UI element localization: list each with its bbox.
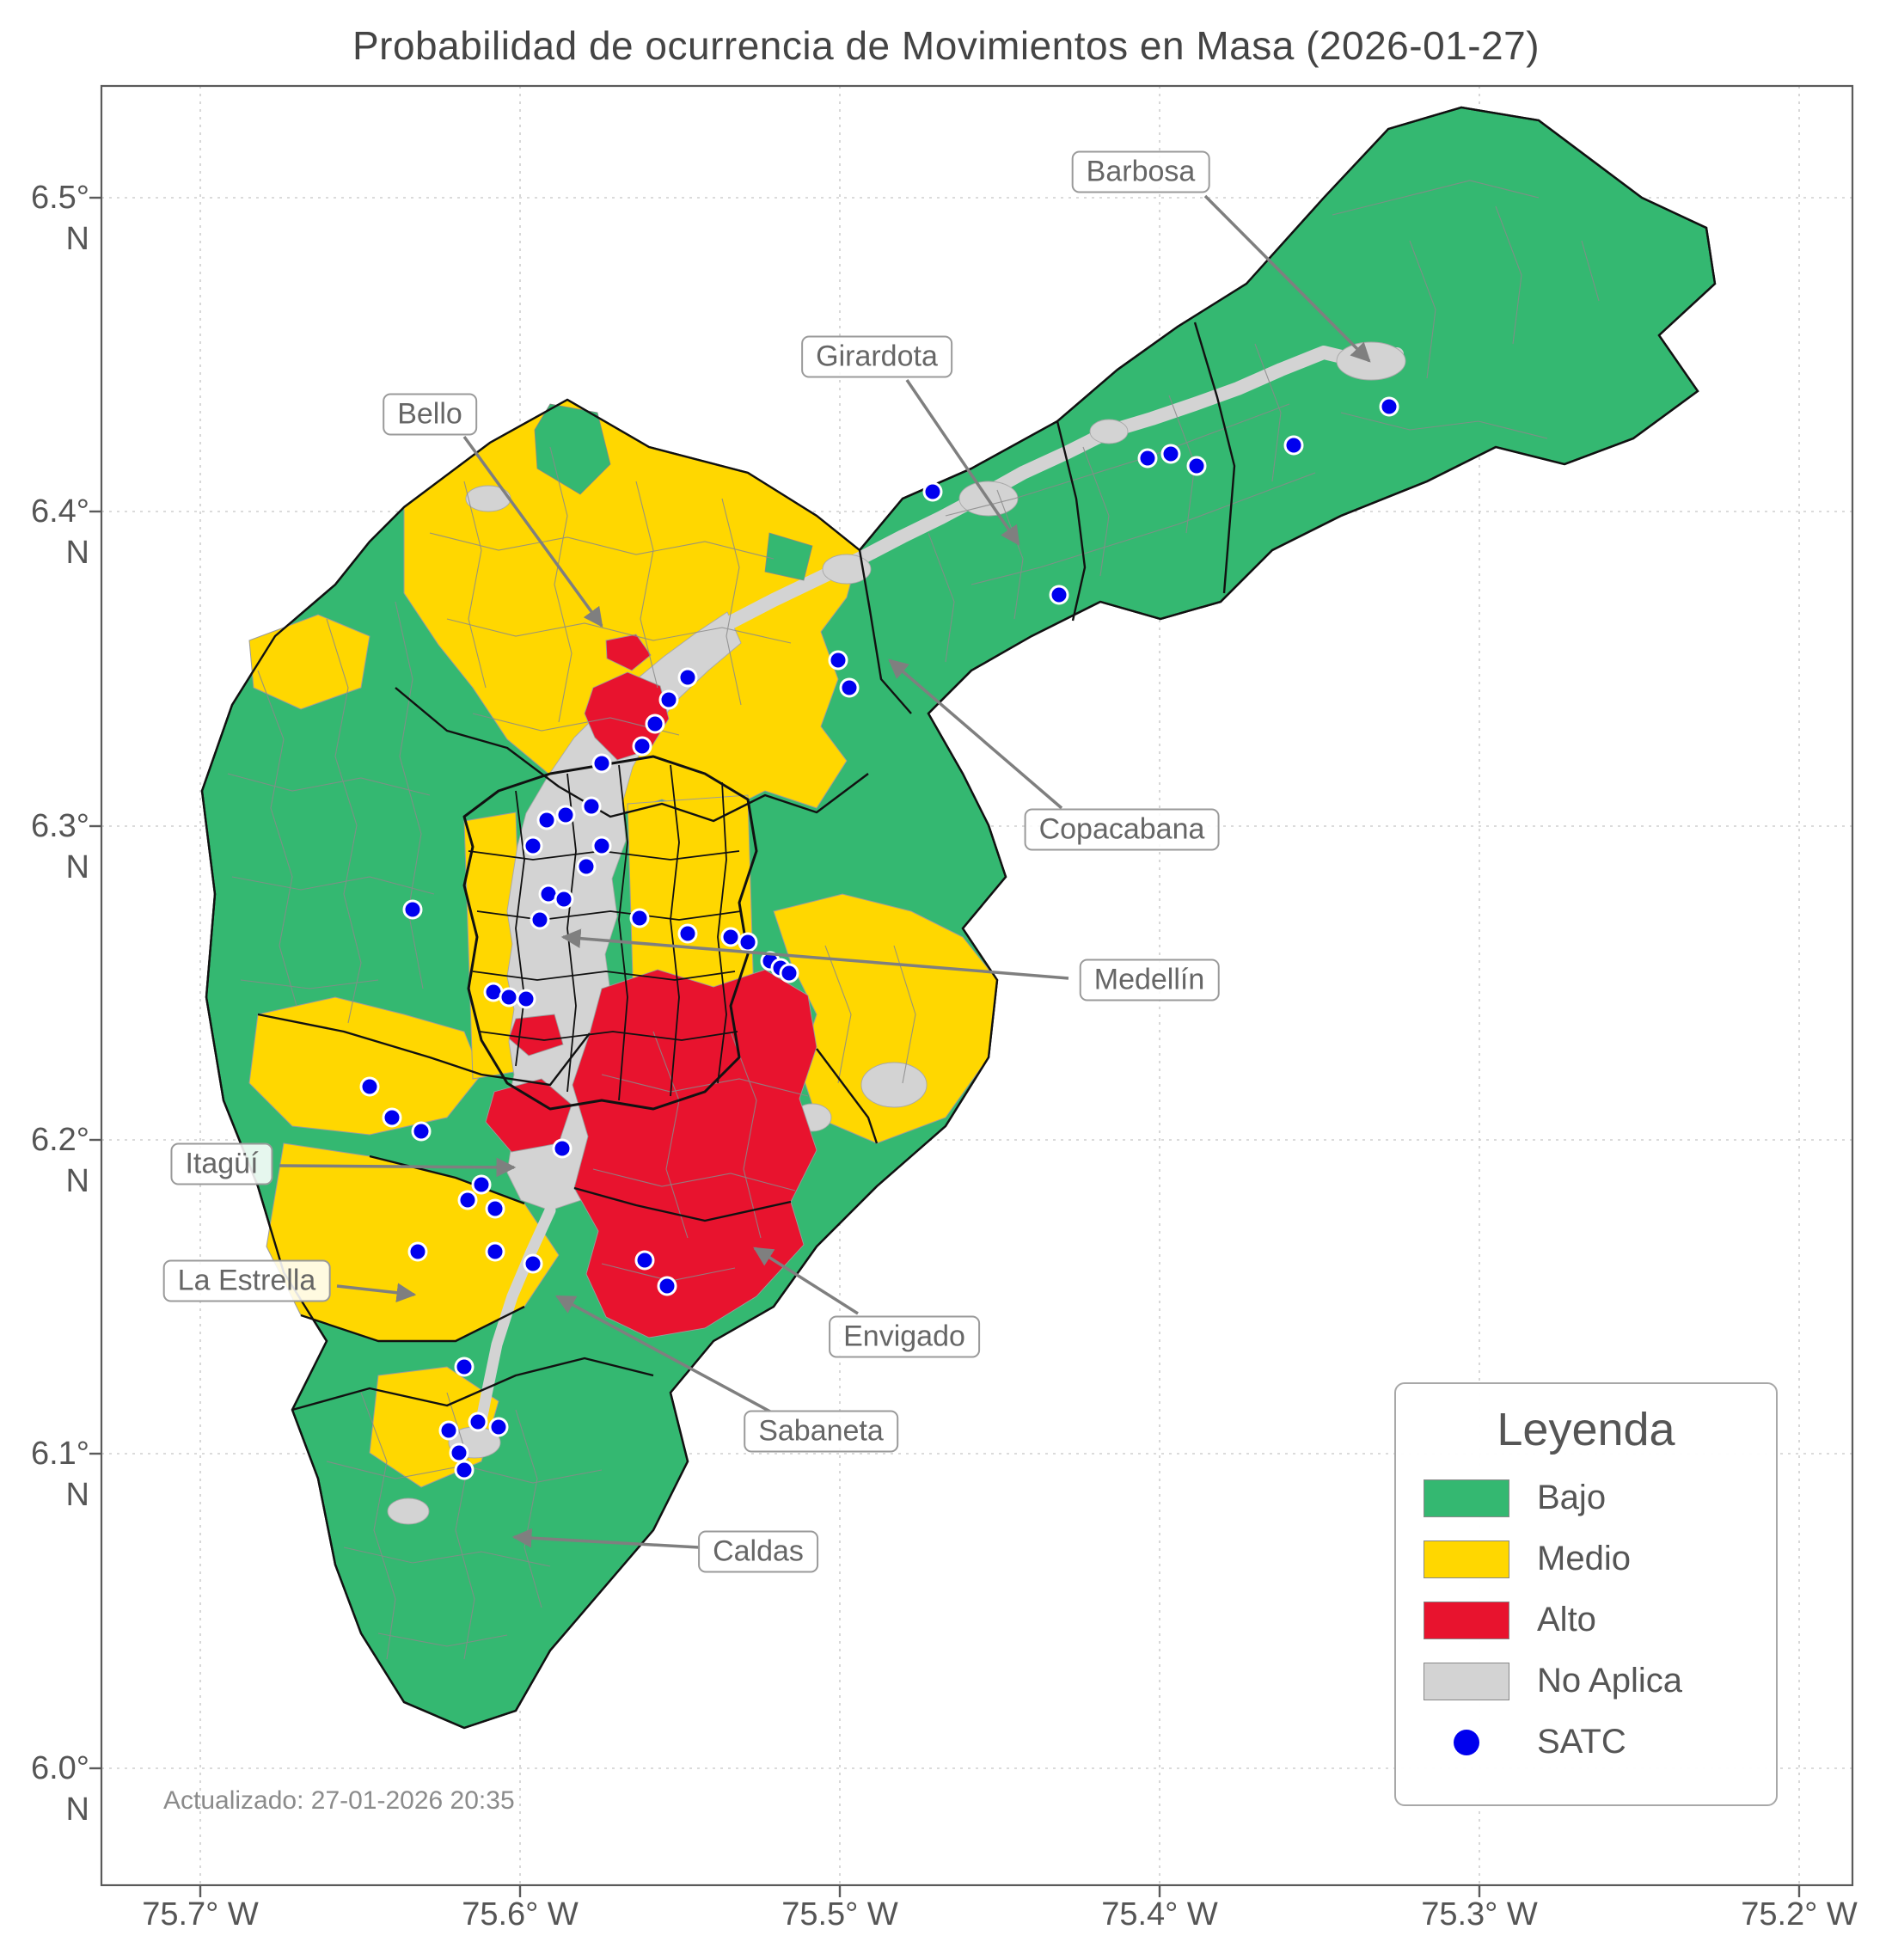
satc-dot: [591, 753, 612, 774]
annotation-arrow: [336, 1283, 417, 1303]
legend-swatch: [1424, 1479, 1509, 1517]
legend-item: Bajo: [1396, 1479, 1776, 1517]
satc-dot: [382, 1107, 402, 1128]
satc-dot: [1283, 435, 1304, 456]
comuna-ring: [462, 755, 758, 1111]
legend-items: Bajo Medio Alto No Aplica SATC: [1396, 1479, 1776, 1761]
satc-dot: [499, 987, 519, 1008]
satc-dot: [359, 1076, 380, 1097]
satc-dot: [516, 989, 536, 1009]
satc-dot: [523, 836, 543, 856]
annotation-arrow: [462, 435, 603, 628]
satc-dot: [591, 836, 612, 856]
annotation-arrow: [753, 1246, 859, 1315]
satc-dot: [454, 1460, 475, 1480]
annotation-arrow: [905, 379, 1020, 546]
annotation-arrow: [511, 1528, 700, 1549]
satc-dot: [657, 1276, 677, 1296]
satc-dot: [468, 1412, 488, 1432]
satc-dot: [488, 1417, 509, 1437]
legend-swatch: [1424, 1601, 1509, 1639]
legend: Leyenda Bajo Medio Alto No Aplica SATC: [1394, 1382, 1778, 1806]
satc-dot: [738, 932, 758, 952]
annotation-arrow: [888, 658, 1063, 810]
satc-dot: [720, 927, 741, 947]
region-envigado-alto: [572, 969, 817, 1338]
legend-label: Alto: [1537, 1601, 1596, 1638]
annotation-arrow: [560, 928, 1069, 980]
satc-dot: [485, 1241, 505, 1262]
satc-dot: [922, 481, 943, 502]
legend-item: SATC: [1396, 1723, 1776, 1761]
regions-bajo-inliers: [534, 403, 813, 581]
satc-dot: [1160, 444, 1181, 464]
satc-dot: [645, 714, 665, 734]
legend-label: Bajo: [1537, 1479, 1607, 1516]
satc-dot: [554, 889, 574, 910]
satc-dot: [677, 923, 698, 944]
satc-dot: [779, 963, 799, 983]
satc-dot: [457, 1190, 478, 1210]
page-title: Probabilidad de ocurrencia de Movimiento…: [352, 23, 1540, 68]
satc-dot: [1186, 456, 1207, 476]
legend-label: SATC: [1537, 1723, 1626, 1761]
legend-title: Leyenda: [1497, 1404, 1675, 1455]
legend-item: No Aplica: [1396, 1662, 1776, 1700]
legend-swatch: [1424, 1540, 1509, 1578]
vereda-boundaries: [227, 180, 1600, 1660]
satc-dot: [632, 736, 652, 756]
satc-dot: [485, 1198, 505, 1219]
satc-dot: [581, 796, 602, 817]
satc-dot: [576, 856, 597, 877]
updated-timestamp: Actualizado: 27-01-2026 20:35: [163, 1786, 515, 1815]
annotation-arrows: [279, 194, 1371, 1549]
satc-dot: [523, 1253, 543, 1274]
satc-dot: [536, 810, 557, 830]
satc-legend-dot: [1454, 1729, 1479, 1755]
legend-label: No Aplica: [1537, 1662, 1682, 1700]
legend-item: Medio: [1396, 1540, 1776, 1578]
outer-boundary: [200, 106, 1717, 1730]
annotation-arrow: [554, 1295, 771, 1413]
satc-dot: [530, 910, 550, 930]
tick-marks: [89, 196, 1801, 1897]
satc-dot: [454, 1357, 475, 1377]
legend-label: Medio: [1537, 1540, 1631, 1577]
annotation-arrow: [1203, 194, 1371, 363]
satc-dot: [1137, 448, 1158, 469]
legend-swatch: [1424, 1724, 1509, 1761]
satc-dot: [552, 1138, 572, 1159]
satc-dot: [839, 677, 860, 698]
satc-dot: [677, 667, 698, 688]
satc-dot: [629, 908, 650, 928]
satc-dot: [658, 689, 679, 710]
satc-stations: [359, 396, 1399, 1480]
legend-item: Alto: [1396, 1601, 1776, 1639]
satc-dot: [402, 899, 423, 920]
satc-dot: [1049, 585, 1069, 605]
satc-dot: [411, 1121, 432, 1142]
satc-dot: [449, 1442, 469, 1463]
satc-dot: [407, 1241, 428, 1262]
legend-swatch: [1424, 1662, 1509, 1700]
plot-frame: [100, 84, 1854, 1887]
satc-dot: [438, 1420, 459, 1441]
satc-dot: [555, 805, 576, 825]
annotation-arrow: [279, 1157, 517, 1178]
satc-dot: [1379, 396, 1399, 417]
satc-dot: [828, 650, 848, 671]
satc-dot: [471, 1174, 492, 1195]
satc-dot: [634, 1250, 655, 1271]
